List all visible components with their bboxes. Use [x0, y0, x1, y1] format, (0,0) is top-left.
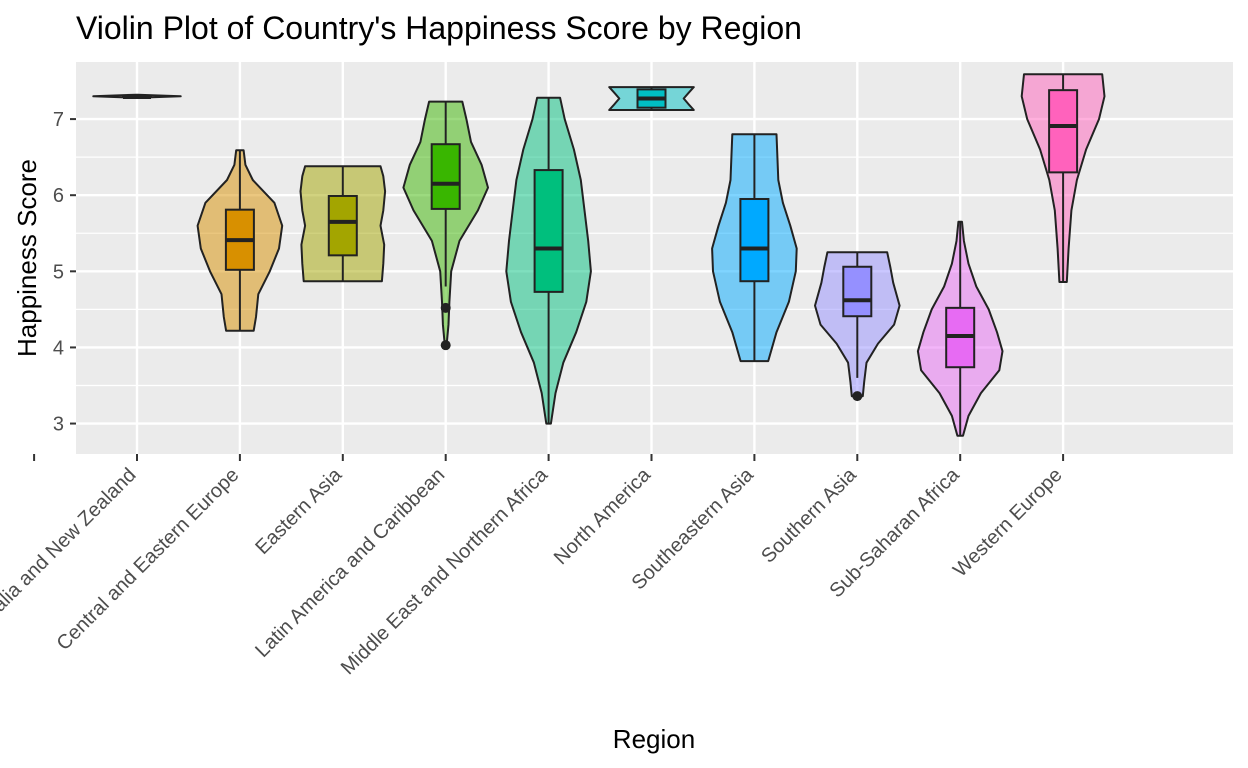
- chart-title: Violin Plot of Country's Happiness Score…: [76, 10, 802, 46]
- y-axis-title: Happiness Score: [12, 159, 42, 357]
- box-iqr: [1048, 89, 1079, 174]
- box-iqr: [430, 143, 461, 210]
- outlier-point: [440, 340, 451, 351]
- x-tick-label: North America: [550, 463, 656, 569]
- y-tick-label: 4: [53, 337, 64, 359]
- outlier-point: [440, 302, 451, 313]
- y-tick-label: 5: [53, 261, 64, 283]
- y-tick-label: 6: [53, 185, 64, 207]
- box-iqr: [533, 169, 564, 293]
- y-tick-label: 3: [53, 414, 64, 436]
- x-tick-label: Western Europe: [949, 464, 1066, 581]
- x-tick-label: Eastern Asia: [251, 463, 347, 559]
- box-iqr: [842, 265, 873, 318]
- boxplots-layer: [122, 74, 1079, 436]
- x-tick-label: Middle East and Northern Africa: [337, 463, 553, 679]
- x-tick-label: Central and Eastern Europe: [53, 464, 244, 655]
- box-iqr: [327, 194, 358, 257]
- x-tick-label: Latin America and Caribbean: [251, 464, 449, 662]
- x-tick-label: Southern Asia: [757, 463, 861, 567]
- outlier-point: [852, 391, 863, 402]
- x-axis-title: Region: [613, 724, 695, 754]
- y-axis: 3 4 5 6 7: [53, 109, 76, 436]
- box-iqr: [739, 198, 770, 283]
- y-tick-label: 7: [53, 109, 64, 131]
